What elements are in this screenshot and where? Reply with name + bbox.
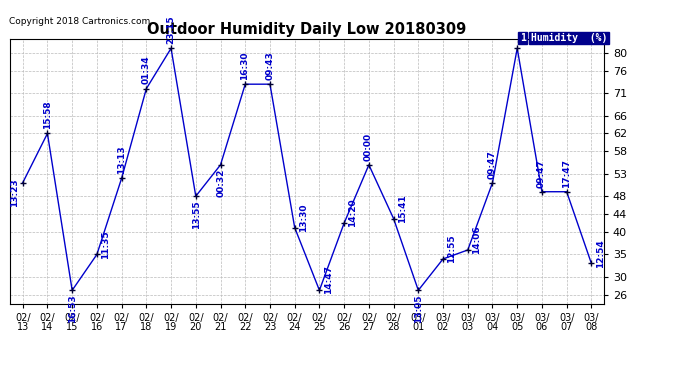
Text: 14:47: 14:47 (324, 266, 333, 294)
Text: 14:20: 14:20 (348, 199, 357, 227)
Text: 16:30: 16:30 (240, 51, 249, 80)
Text: Copyright 2018 Cartronics.com: Copyright 2018 Cartronics.com (9, 17, 150, 26)
Text: 09:43: 09:43 (265, 51, 274, 80)
Text: Humidity  (%): Humidity (%) (531, 33, 607, 43)
Text: 16:53: 16:53 (68, 294, 77, 323)
Text: 01:34: 01:34 (141, 56, 150, 84)
Text: 13:13: 13:13 (117, 146, 126, 174)
Text: 13:23: 13:23 (10, 178, 19, 207)
Text: 12:54: 12:54 (595, 239, 604, 268)
Text: 13:30: 13:30 (299, 203, 308, 232)
Text: 09:47: 09:47 (488, 150, 497, 178)
Text: 13:05: 13:05 (414, 294, 423, 323)
Text: 14:06: 14:06 (472, 225, 481, 254)
Text: 00:00: 00:00 (364, 132, 373, 160)
Text: 17:47: 17:47 (562, 159, 571, 188)
Text: 13:55: 13:55 (192, 200, 201, 229)
Text: 09:47: 09:47 (537, 159, 546, 188)
Text: 11:35: 11:35 (101, 230, 110, 259)
Text: 1: 1 (520, 33, 526, 43)
Text: 23:15: 23:15 (166, 15, 175, 44)
Title: Outdoor Humidity Daily Low 20180309: Outdoor Humidity Daily Low 20180309 (148, 22, 466, 37)
Text: 00:32: 00:32 (217, 169, 226, 197)
Text: 15:58: 15:58 (43, 100, 52, 129)
Text: 12:55: 12:55 (447, 234, 456, 263)
Text: 15:41: 15:41 (397, 194, 406, 223)
